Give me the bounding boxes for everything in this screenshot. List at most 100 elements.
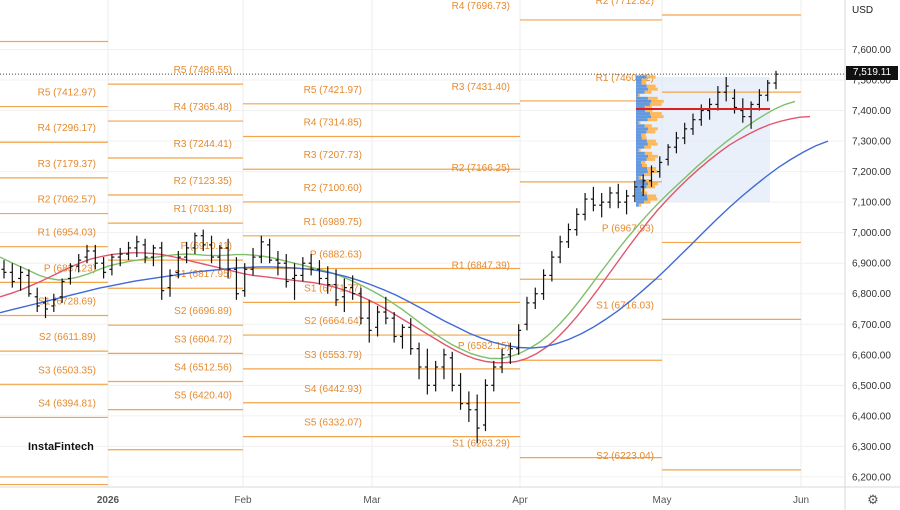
volume-bar — [636, 203, 639, 207]
volume-bar — [648, 182, 658, 186]
pivot-label: S3 (6503.35) — [38, 365, 96, 376]
pivot-label: R4 (7296.17) — [38, 123, 96, 134]
pivot-label: R2 (7123.35) — [174, 176, 232, 187]
volume-bar — [651, 99, 664, 103]
volume-bar — [636, 99, 652, 103]
volume-bar — [636, 200, 645, 204]
volume-bar — [648, 154, 658, 158]
volume-bar — [638, 148, 641, 152]
volume-bar — [636, 154, 649, 158]
pivot-label: S1 (6263.29) — [452, 439, 510, 450]
volume-bar — [636, 93, 639, 97]
x-tick-label: May — [653, 495, 672, 506]
volume-bar — [636, 176, 639, 180]
pivot-label: S4 (6442.93) — [304, 384, 362, 395]
value-area-box — [636, 76, 770, 203]
instafintech-logo: InstaFintech — [28, 441, 94, 453]
volume-profile — [636, 75, 664, 207]
volume-bar — [636, 142, 648, 146]
pivot-label: R1 (6954.03) — [38, 228, 96, 239]
pivot-label: R2 (7166.25) — [452, 163, 510, 174]
volume-bar — [651, 115, 664, 119]
price-bars — [1, 70, 779, 444]
volume-bar — [636, 115, 652, 119]
volume-bar — [636, 197, 648, 201]
volume-bar — [636, 136, 642, 140]
x-axis-ticks: 2026 Feb Mar Apr May Jun — [97, 495, 809, 506]
currency-label[interactable]: USD — [852, 5, 874, 16]
pivot-label: S2 (6696.89) — [174, 306, 232, 317]
volume-bar — [644, 200, 651, 204]
horizontal-gridlines — [0, 48, 845, 478]
volume-bar — [636, 78, 642, 82]
pivot-label: S2 (6611.89) — [39, 332, 96, 343]
x-tick-label: Mar — [363, 495, 381, 506]
moving-average-line — [0, 100, 796, 360]
volume-bar — [636, 84, 647, 88]
volume-bar — [644, 145, 652, 149]
pivot-label: R1 (7460.32) — [596, 73, 654, 84]
pivot-label: R1 (6847.39) — [452, 260, 510, 271]
volume-bar — [646, 157, 656, 161]
volume-bar — [636, 194, 648, 198]
x-tick-label: Apr — [512, 495, 528, 506]
volume-bar — [636, 145, 645, 149]
volume-bar — [636, 81, 642, 85]
pivot-label: S3 (6553.79) — [304, 350, 362, 361]
pivot-label: S1 (6728.69) — [38, 296, 96, 307]
volume-bar — [636, 170, 648, 174]
volume-bar — [650, 102, 662, 106]
volume-bar — [636, 151, 645, 155]
pivot-label: R4 (7365.48) — [174, 102, 232, 113]
volume-bar — [636, 191, 643, 195]
pivot-label: R5 (7412.97) — [38, 88, 96, 99]
volume-bar — [644, 124, 652, 128]
moving-average-line — [0, 115, 811, 364]
moving-averages — [0, 100, 829, 364]
volume-bar — [636, 188, 642, 192]
y-tick-label: 7,200.00 — [852, 167, 891, 178]
y-tick-label: 6,300.00 — [852, 442, 891, 453]
pivot-label: R4 (7314.85) — [304, 118, 362, 129]
volume-bar — [636, 121, 639, 125]
pivot-label: S1 (6817.95) — [174, 269, 232, 280]
y-tick-label: 7,100.00 — [852, 198, 891, 209]
pivot-label: R4 (7696.73) — [452, 1, 510, 12]
gear-icon[interactable]: ⚙ — [867, 492, 879, 507]
volume-bar — [636, 148, 639, 152]
volume-bar — [636, 133, 642, 137]
volume-bar — [647, 96, 658, 100]
x-tick-label: Jun — [793, 495, 809, 506]
pivot-label: R2 (7712.82) — [596, 0, 654, 7]
pivot-label: S4 (6512.56) — [174, 362, 232, 373]
pivot-label: S2 (6664.64) — [304, 316, 362, 327]
pivot-label: R1 (6989.75) — [304, 217, 362, 228]
x-tick-label: Feb — [234, 495, 252, 506]
volume-bar — [636, 124, 645, 128]
volume-bar — [636, 179, 645, 183]
volume-bar — [636, 87, 648, 91]
volume-bar — [636, 163, 643, 167]
volume-bar — [636, 139, 647, 143]
volume-bar — [644, 105, 652, 109]
volume-bar — [646, 139, 656, 143]
pivot-label: R3 (7179.37) — [38, 159, 96, 170]
volume-bar — [641, 81, 647, 85]
y-tick-label: 6,400.00 — [852, 411, 891, 422]
volume-bar — [636, 182, 649, 186]
pivot-label: R2 (7100.60) — [304, 183, 362, 194]
moving-average-line — [0, 140, 829, 349]
pivot-label: R3 (7244.41) — [174, 139, 232, 150]
y-tick-label: 7,600.00 — [852, 45, 891, 56]
y-tick-label: 6,700.00 — [852, 320, 891, 331]
pivot-label: R2 (7062.57) — [38, 195, 96, 206]
pivot-label: R3 (7431.40) — [452, 82, 510, 93]
volume-bar — [638, 93, 641, 97]
pivot-label: S1 (6771.77) — [304, 283, 362, 294]
y-tick-label: 6,200.00 — [852, 472, 891, 483]
pivot-label: P (6910.11) — [181, 241, 232, 252]
y-tick-label: 6,500.00 — [852, 381, 891, 392]
x-tick-label: 2026 — [97, 495, 120, 506]
volume-bar — [636, 130, 647, 134]
